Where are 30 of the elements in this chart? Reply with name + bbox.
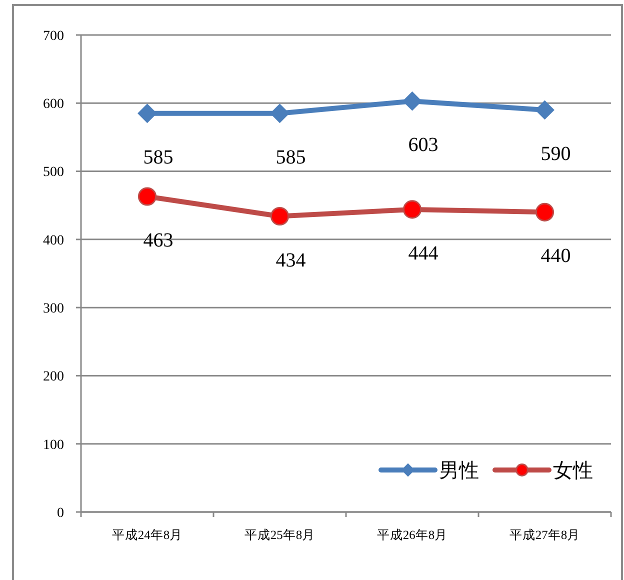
point (138, 187, 157, 206)
legend-label: 男性 (439, 460, 479, 482)
y-tick-label: 100 (43, 438, 64, 453)
x-tick-label: 平成27年8月 (509, 528, 580, 542)
data-label: 463 (143, 230, 174, 252)
data-label: 590 (540, 142, 571, 165)
y-tick-label: 0 (57, 506, 64, 521)
data-label: 603 (408, 134, 438, 156)
legend-label: 女性 (553, 460, 593, 482)
y-tick-label: 600 (43, 97, 64, 112)
data-label: 440 (540, 245, 571, 268)
y-tick-label: 500 (43, 165, 64, 180)
point (535, 100, 554, 120)
data-label: 444 (408, 242, 438, 264)
point (138, 104, 157, 123)
x-tick-label: 平成26年8月 (376, 528, 448, 542)
data-label: 585 (143, 146, 174, 168)
x-tick-label: 平成25年8月 (244, 528, 316, 542)
data-label: 434 (276, 249, 306, 272)
y-tick-label: 700 (43, 28, 64, 44)
point (535, 202, 554, 222)
y-tick-label: 400 (43, 233, 64, 248)
point (270, 104, 290, 123)
point (402, 92, 422, 111)
y-tick-label: 200 (43, 370, 64, 385)
y-tick-label: 300 (43, 301, 64, 316)
data-label: 585 (276, 146, 306, 168)
x-tick-label: 平成24年8月 (112, 528, 183, 542)
point (402, 200, 422, 219)
point (270, 206, 290, 226)
